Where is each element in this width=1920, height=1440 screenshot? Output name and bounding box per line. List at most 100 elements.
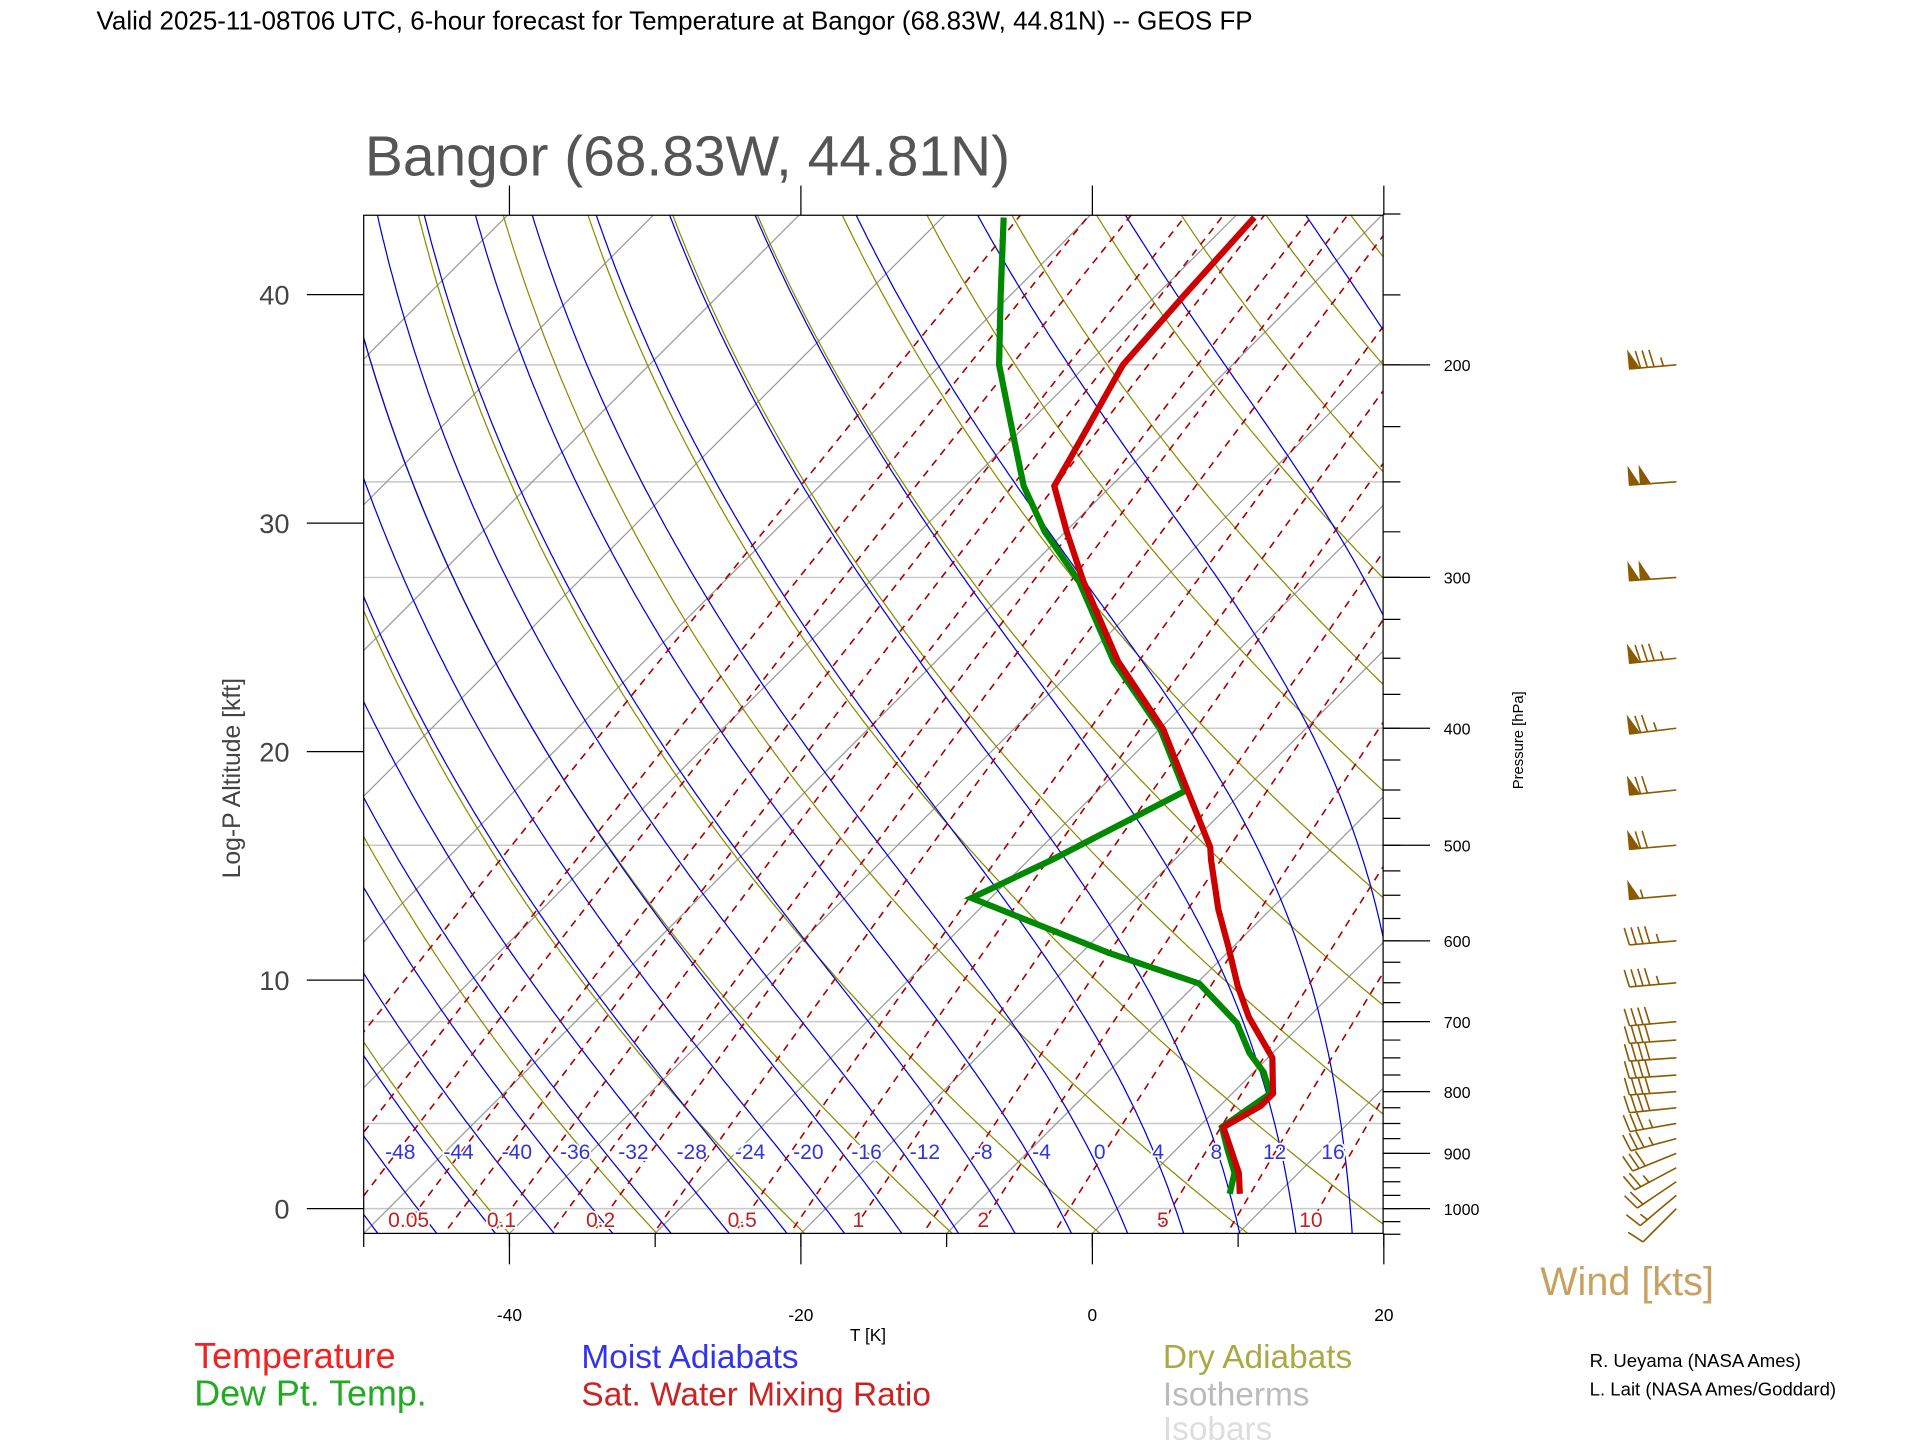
dry-adiabat-line [926,215,1384,792]
barb-full [1634,715,1642,733]
dry-adiabat-line [0,180,366,1239]
barb-pennant [1627,879,1641,900]
barb-half [1639,1213,1648,1221]
isotherm-line [0,178,108,1239]
isotherm-line [800,650,1384,1234]
isotherm-line [508,358,1384,1234]
barb-full [1637,968,1644,986]
barb-pennant [1626,775,1641,796]
wind-barb [1622,1150,1677,1172]
barb-half [1659,357,1665,367]
isotherm-line [1524,178,1920,1239]
wind-barb [1626,775,1677,796]
legend: Temperature Dew Pt. Temp. Moist Adiabats… [194,1336,1352,1440]
moist-adiabat-label: -12 [910,1141,940,1164]
barb-shaft [1629,1020,1677,1027]
wind-barb [1623,1059,1677,1080]
barb-pennant [1626,714,1641,735]
barb-half [1659,650,1665,660]
mixing-ratio-line [1303,1096,1384,1234]
axes: -40 -20 0 200102030402003004005006007008009… [259,185,1480,1325]
wind-barb [1627,464,1677,486]
barb-full [1636,1094,1644,1112]
moist-adiabat-line [363,972,556,1234]
dewpoint-line [963,217,1274,1195]
mixing-ratio-line [975,618,1384,1234]
right-axis-label: Pressure [hPa] [1511,691,1527,789]
wind-barb [1623,967,1677,988]
barb-full [1647,643,1655,661]
mixing-ratio-line [1559,180,1920,1239]
barb-half [1652,722,1658,731]
barb-shaft [1629,1122,1677,1133]
barb-full [1634,1150,1646,1167]
mixing-ratio-line [1461,180,1920,1239]
pressure-tick-label: 300 [1444,570,1471,588]
moist-adiabat-label: 8 [1211,1141,1223,1164]
barb-full [1623,1061,1631,1079]
barb-full [1627,1231,1644,1243]
barb-full [1637,1042,1644,1061]
moist-adiabat-label: 0 [1094,1141,1106,1164]
barb-full [1623,1026,1631,1044]
mixing-ratio-label: 0.2 [586,1209,615,1232]
barb-half [1648,1136,1654,1146]
barb-pennant [1626,643,1641,664]
wind-barb [1622,1131,1677,1152]
wind-label: Wind [kts] [1540,1260,1714,1304]
wind-barb [1625,1194,1677,1227]
barb-full [1637,1060,1644,1078]
barb-shaft [1629,1074,1677,1080]
moist-adiabat-line [1124,215,1384,617]
isotherm-line [945,796,1384,1234]
mixing-ratio-line [363,215,1132,1198]
isotherm-line [1091,941,1384,1234]
moist-adiabat-line [1634,181,1760,1245]
pressure-tick-label: 1000 [1444,1201,1480,1219]
isotherm-line [363,215,509,360]
barb-pennant [1638,560,1652,581]
dry-adiabat-line [841,215,1384,899]
dry-adiabat-line [587,215,1384,1225]
barb-full [1637,1007,1644,1025]
x-tick-label: 20 [1374,1305,1393,1325]
legend-dewpoint: Dew Pt. Temp. [194,1373,427,1413]
wind-barb [1623,1076,1677,1096]
dry-adiabat-line [417,215,1101,1234]
mixing-ratio-label: 2 [977,1209,989,1232]
moist-adiabat-line [1305,215,1384,332]
legend-isotherms: Isotherms [1163,1376,1310,1413]
barb-full [1630,1025,1637,1044]
moist-adiabat-line [531,215,1129,1234]
wind-barb [1627,879,1677,901]
moist-adiabat-label: 16 [1321,1141,1344,1164]
barb-full [1641,644,1649,662]
barb-full [1629,1113,1638,1131]
moist-adiabat-label: -20 [793,1141,823,1164]
barb-full [1640,714,1649,733]
moist-adiabat-line [363,1054,497,1234]
plot-title: Bangor (68.83W, 44.81N) [365,125,1010,189]
dry-adiabat-line [1824,180,1920,1239]
moist-adiabat-line [363,886,614,1234]
barb-pennant [1638,464,1652,486]
barb-full [1643,1093,1651,1111]
barb-full [1641,775,1649,794]
barb-shaft [1629,1107,1677,1114]
pressure-tick-label: 700 [1444,1014,1471,1032]
barb-shaft [1639,1194,1677,1227]
legend-isobars: Isobars [1163,1411,1273,1440]
altitude-tick-label: 10 [259,965,289,996]
temperature-line [1050,215,1277,1194]
barb-shaft [1629,982,1677,988]
barb-full [1623,1095,1631,1113]
dry-adiabat-line [0,180,70,1239]
barb-shaft [1629,940,1677,946]
barb-full [1641,350,1649,368]
mixing-ratio-line [549,215,1314,1234]
altitude-tick-label: 40 [259,280,289,311]
barb-full [1623,1008,1631,1026]
barb-full [1622,1175,1636,1191]
dry-adiabat-line [1408,180,1920,1239]
dry-adiabat-line [1907,180,1920,1239]
